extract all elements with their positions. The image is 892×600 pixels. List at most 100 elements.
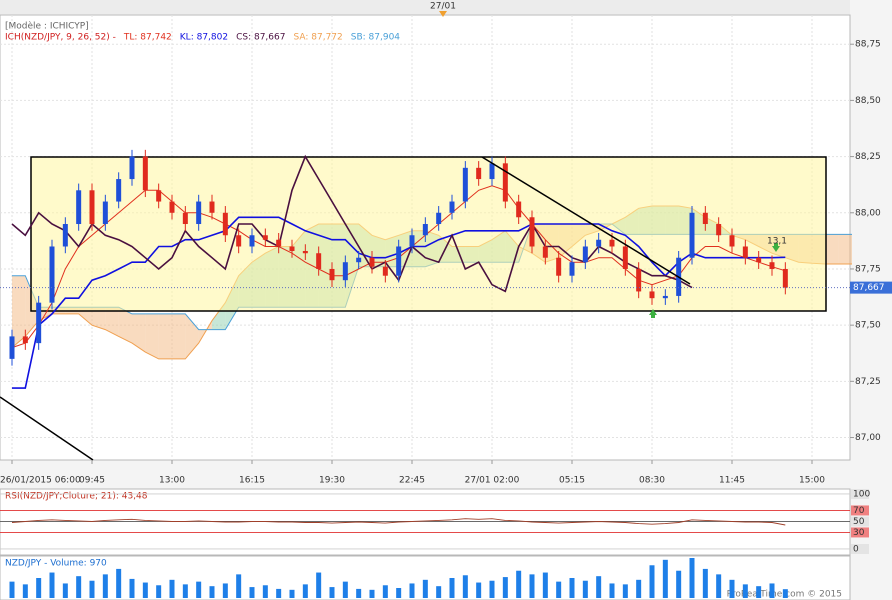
volume-bar xyxy=(569,578,575,598)
rsi-tick-box xyxy=(851,543,869,554)
volume-bar xyxy=(529,574,535,598)
candle-body xyxy=(542,246,548,258)
x-tick-label: 05:15 xyxy=(559,476,585,486)
y-tick-label: 87,25 xyxy=(855,377,881,387)
volume-bar xyxy=(596,576,602,598)
candle-body xyxy=(756,257,762,263)
cloud-segment xyxy=(132,313,146,353)
volume-bar xyxy=(169,579,175,598)
legend-item: TL: 87,742 xyxy=(123,33,172,43)
volume-bar xyxy=(462,575,468,598)
candle-body xyxy=(476,167,482,180)
trend-line xyxy=(0,396,94,461)
candle-body xyxy=(689,212,695,258)
volume-bar xyxy=(129,578,135,598)
candle-body xyxy=(129,156,135,180)
candle-body xyxy=(489,163,495,180)
volume-bar xyxy=(609,583,615,598)
rsi-tick-box xyxy=(851,488,869,499)
candle-body xyxy=(236,235,242,247)
volume-bar xyxy=(156,585,162,598)
volume-bar xyxy=(182,584,188,598)
y-tick-label: 88,00 xyxy=(855,208,881,218)
candle-body xyxy=(662,295,668,299)
rsi-tick-box xyxy=(851,505,869,516)
candle-body xyxy=(516,201,522,218)
rsi-tick-label: 100 xyxy=(853,489,870,499)
volume-bar xyxy=(209,586,215,598)
candle-body xyxy=(182,212,188,225)
cloud-segment xyxy=(158,313,172,359)
candle-body xyxy=(209,201,215,213)
volume-bar xyxy=(276,588,282,598)
cloud-segment xyxy=(92,307,106,330)
volume-bar xyxy=(9,581,15,598)
candle-body xyxy=(169,201,175,213)
candle-body xyxy=(249,235,255,247)
volume-bar xyxy=(302,584,308,598)
x-tick-label: 22:45 xyxy=(399,476,425,486)
x-tick-label: 09:45 xyxy=(79,476,105,486)
candle-body xyxy=(369,257,375,267)
indicator-line xyxy=(11,154,693,293)
legend-item: SB: 87,904 xyxy=(351,33,401,43)
volume-bar xyxy=(502,577,508,598)
legend-item: SA: 87,772 xyxy=(293,33,342,43)
candle-body xyxy=(596,239,602,247)
indicator-line xyxy=(11,518,786,526)
rsi-tick-label: 50 xyxy=(853,517,865,527)
candle-body xyxy=(62,224,68,247)
y-tick-label: 88,75 xyxy=(855,40,881,50)
volume-bar xyxy=(249,587,255,598)
candle-body xyxy=(262,235,268,240)
x-tick-label: 13:00 xyxy=(159,476,185,486)
legend: TL: 87,742 KL: 87,802 CS: 87,667 SA: 87,772… xyxy=(123,33,400,43)
candle-body xyxy=(609,239,615,247)
cloud-segment xyxy=(118,307,132,344)
cloud-segment xyxy=(105,307,119,337)
volume-bar xyxy=(356,588,362,598)
annotation: 13,1 xyxy=(767,237,787,247)
candle-body xyxy=(342,262,348,281)
volume-bar xyxy=(22,584,28,598)
indicator-title: ICH(NZD/JPY, 9, 26, 52) - xyxy=(5,33,116,43)
overlay-layer xyxy=(9,149,788,389)
rsi-title: RSI(NZD/JPY;Cloture; 21): 43,48 xyxy=(5,492,148,502)
candle-body xyxy=(382,266,388,276)
candle-body xyxy=(316,253,322,269)
volume-bar xyxy=(489,580,495,598)
candle-body xyxy=(502,163,508,202)
volume-bar xyxy=(649,565,655,598)
legend-item: KL: 87,802 xyxy=(180,33,228,43)
x-tick-label: 11:45 xyxy=(719,476,745,486)
volume-bar xyxy=(222,583,228,598)
cloud-segment xyxy=(12,275,26,348)
volume-bar xyxy=(289,589,295,598)
volume-title: NZD/JPY - Volume: 970 xyxy=(5,559,107,569)
candle-body xyxy=(569,262,575,276)
candle-body xyxy=(422,224,428,236)
candle-body xyxy=(36,302,42,344)
candle-body xyxy=(102,201,108,225)
x-tick-label: 26/01/2015 06:00 xyxy=(0,476,81,486)
candle-body xyxy=(89,190,95,225)
candle-body xyxy=(716,224,722,236)
volume-bar xyxy=(409,583,415,598)
x-tick-label: 27/01 02:00 xyxy=(465,476,520,486)
candle-body xyxy=(742,246,748,258)
volume-bar xyxy=(516,570,522,598)
candle-body xyxy=(556,257,562,276)
volume-bar xyxy=(769,583,775,598)
volume-bar xyxy=(62,583,68,598)
date-strip xyxy=(0,0,850,14)
candle-body xyxy=(622,246,628,269)
rsi-tick-box xyxy=(851,527,869,538)
cloud-segment xyxy=(172,313,186,359)
volume-bar xyxy=(716,574,722,598)
volume-bar xyxy=(662,559,668,598)
trend-line xyxy=(481,156,691,285)
candle-body xyxy=(582,246,588,263)
volume-bar xyxy=(742,584,748,598)
x-tick-label: 15:00 xyxy=(799,476,825,486)
